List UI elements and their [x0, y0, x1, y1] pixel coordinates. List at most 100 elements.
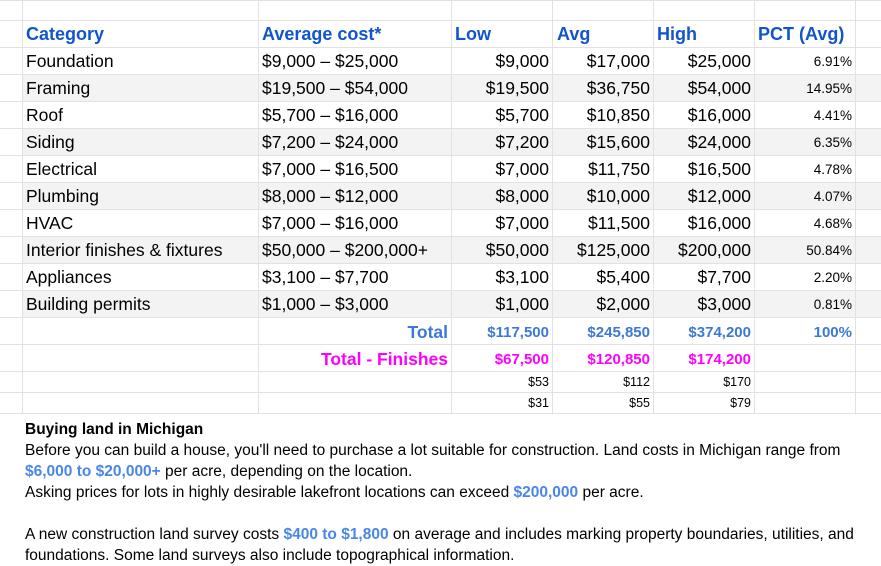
- low-cell[interactable]: $5,700: [495, 105, 549, 125]
- avg-cell[interactable]: $36,750: [586, 78, 650, 98]
- high-cell[interactable]: $7,700: [697, 267, 751, 287]
- category-cell[interactable]: Foundation: [26, 51, 114, 71]
- grid-column-line: [451, 0, 452, 413]
- total-pct[interactable]: 100%: [813, 324, 852, 341]
- avg-cell[interactable]: $5,400: [596, 267, 650, 287]
- avg-cell[interactable]: $10,850: [586, 105, 650, 125]
- avg-cell[interactable]: $10,000: [586, 186, 650, 206]
- total-label[interactable]: Total: [407, 322, 448, 342]
- range-cell[interactable]: $7,000 – $16,500: [262, 159, 399, 179]
- pct-cell[interactable]: 4.07%: [813, 189, 852, 204]
- total-finishes-avg[interactable]: $120,850: [587, 351, 650, 368]
- extra-row-2-low[interactable]: $31: [528, 396, 549, 410]
- range-cell[interactable]: $9,000 – $25,000: [262, 51, 399, 71]
- total-low[interactable]: $117,500: [487, 324, 549, 341]
- low-cell[interactable]: $7,200: [495, 132, 549, 152]
- high-cell[interactable]: $200,000: [678, 240, 751, 260]
- total-high[interactable]: $374,200: [688, 324, 751, 341]
- avg-cell[interactable]: $11,500: [588, 213, 650, 233]
- category-cell[interactable]: Roof: [26, 105, 63, 125]
- grid-column-line: [258, 0, 259, 413]
- grid-row-line: [0, 47, 881, 48]
- high-cell[interactable]: $24,000: [687, 132, 751, 152]
- avg-cell[interactable]: $11,750: [588, 159, 650, 179]
- grid-row-line: [0, 371, 881, 372]
- avg-cell[interactable]: $15,600: [586, 132, 650, 152]
- header-avg[interactable]: Avg: [557, 24, 591, 44]
- pct-cell[interactable]: 14.95%: [806, 81, 852, 96]
- grid-row-line: [0, 317, 881, 318]
- extra-row-1-low[interactable]: $53: [528, 375, 549, 389]
- range-cell[interactable]: $5,700 – $16,000: [262, 105, 399, 125]
- category-cell[interactable]: Framing: [26, 78, 91, 98]
- low-cell[interactable]: $1,000: [495, 294, 549, 314]
- category-cell[interactable]: Plumbing: [26, 186, 99, 206]
- grid-row-line: [0, 0, 881, 1]
- pct-cell[interactable]: 4.41%: [813, 108, 852, 123]
- category-cell[interactable]: HVAC: [26, 213, 74, 233]
- range-cell[interactable]: $3,100 – $7,700: [262, 267, 389, 287]
- low-cell[interactable]: $50,000: [485, 240, 549, 260]
- grid-row-line: [0, 155, 881, 156]
- total-finishes-low[interactable]: $67,500: [494, 351, 549, 368]
- extra-row-2-avg[interactable]: $55: [629, 396, 650, 410]
- low-cell[interactable]: $7,000: [495, 213, 549, 233]
- high-cell[interactable]: $16,500: [687, 159, 751, 179]
- grid-row-line: [0, 74, 881, 75]
- category-cell[interactable]: Building permits: [26, 294, 151, 314]
- grid-row-line: [0, 20, 881, 21]
- pct-cell[interactable]: 2.20%: [813, 270, 852, 285]
- header-low[interactable]: Low: [455, 24, 491, 44]
- pct-cell[interactable]: 4.68%: [813, 216, 852, 231]
- avg-cell[interactable]: $125,000: [577, 240, 650, 260]
- pct-cell[interactable]: 6.91%: [813, 54, 852, 69]
- high-cell[interactable]: $25,000: [687, 51, 751, 71]
- category-cell[interactable]: Appliances: [26, 267, 112, 287]
- category-cell[interactable]: Electrical: [26, 159, 97, 179]
- low-cell[interactable]: $7,000: [495, 159, 549, 179]
- pct-cell[interactable]: 4.78%: [813, 162, 852, 177]
- pct-cell[interactable]: 6.35%: [813, 135, 852, 150]
- low-cell[interactable]: $9,000: [495, 51, 549, 71]
- category-cell[interactable]: Interior finishes & fixtures: [26, 240, 223, 260]
- extra-row-1-avg[interactable]: $112: [623, 375, 650, 389]
- grid-row-line: [0, 263, 881, 264]
- avg-cell[interactable]: $17,000: [586, 51, 650, 71]
- avg-cell[interactable]: $2,000: [596, 294, 650, 314]
- grid-row-line: [0, 236, 881, 237]
- land-info-note[interactable]: Buying land in Michigan Before you can b…: [25, 419, 875, 566]
- range-cell[interactable]: $19,500 – $54,000: [262, 78, 408, 98]
- header-high[interactable]: High: [657, 24, 697, 44]
- total-avg[interactable]: $245,850: [587, 324, 650, 341]
- high-cell[interactable]: $16,000: [687, 105, 751, 125]
- extra-row-1-high[interactable]: $170: [723, 375, 751, 389]
- range-cell[interactable]: $8,000 – $12,000: [262, 186, 399, 206]
- note-highlight-lakefront: $200,000: [513, 484, 579, 501]
- grid-row-line: [0, 128, 881, 129]
- grid-column-line: [22, 0, 23, 413]
- total-finishes-high[interactable]: $174,200: [688, 351, 751, 368]
- high-cell[interactable]: $3,000: [697, 294, 751, 314]
- range-cell[interactable]: $7,000 – $16,000: [262, 213, 399, 233]
- high-cell[interactable]: $12,000: [687, 186, 751, 206]
- pct-cell[interactable]: 0.81%: [813, 297, 852, 312]
- header-pct-avg[interactable]: PCT (Avg): [758, 24, 845, 44]
- extra-row-2-high[interactable]: $79: [730, 396, 751, 410]
- low-cell[interactable]: $19,500: [485, 78, 549, 98]
- range-cell[interactable]: $7,200 – $24,000: [262, 132, 399, 152]
- high-cell[interactable]: $54,000: [687, 78, 751, 98]
- header-category[interactable]: Category: [26, 24, 105, 44]
- low-cell[interactable]: $8,000: [495, 186, 549, 206]
- category-cell[interactable]: Siding: [26, 132, 75, 152]
- range-cell[interactable]: $1,000 – $3,000: [262, 294, 389, 314]
- header-average-cost[interactable]: Average cost*: [262, 24, 382, 44]
- note-paragraph-3: A new construction land survey costs $40…: [25, 526, 854, 564]
- high-cell[interactable]: $16,000: [687, 213, 751, 233]
- pct-cell[interactable]: 50.84%: [806, 243, 852, 258]
- low-cell[interactable]: $3,100: [495, 267, 549, 287]
- range-cell[interactable]: $50,000 – $200,000+: [262, 240, 428, 260]
- total-finishes-label[interactable]: Total - Finishes: [320, 349, 448, 369]
- note-highlight-survey: $400 to $1,800: [283, 526, 389, 543]
- grid-row-line: [0, 392, 881, 393]
